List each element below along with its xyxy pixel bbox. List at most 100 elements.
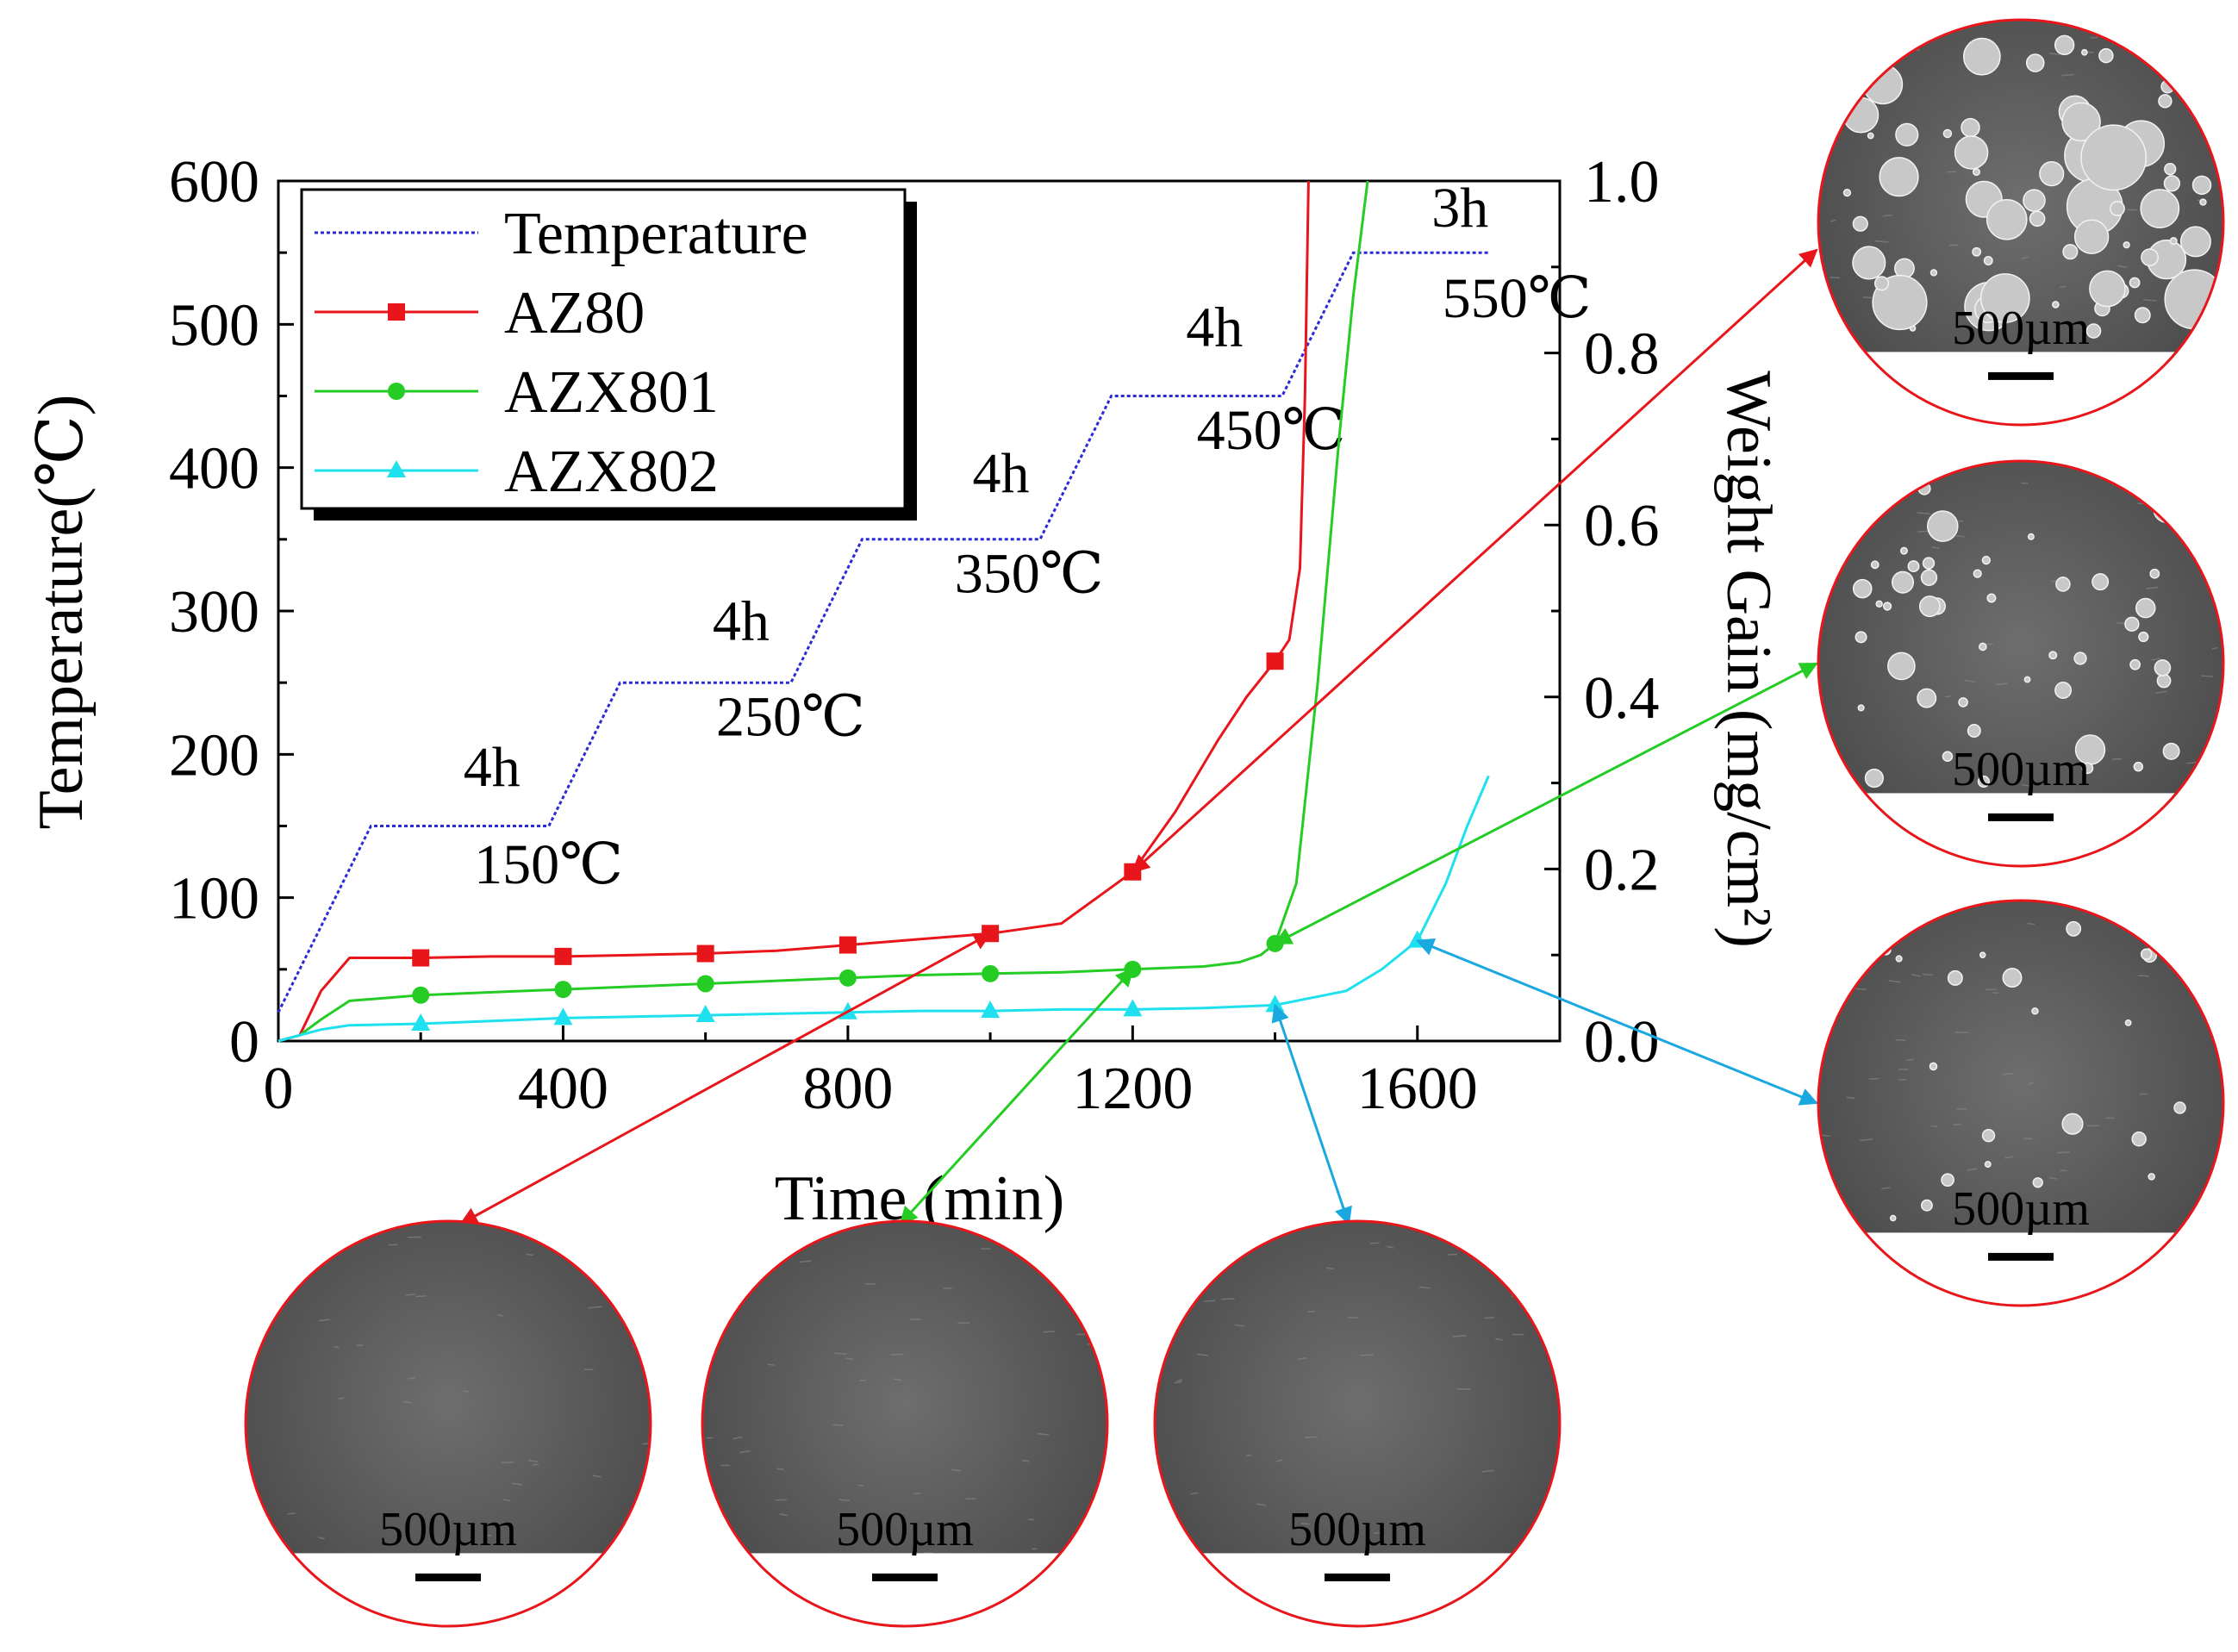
micrograph-scratch xyxy=(1495,1337,1503,1341)
micrograph-particle xyxy=(1887,651,1916,681)
micrograph-particle xyxy=(1972,168,1980,177)
legend-marker-azx802 xyxy=(387,460,406,477)
annotation-label: 450℃ xyxy=(1197,399,1346,462)
micrograph-particle xyxy=(1929,1062,1938,1071)
micrograph-scale-bar xyxy=(415,1573,481,1581)
legend: Temperature AZ80 AZX801 AZX802 xyxy=(300,188,917,521)
micrograph-scratch xyxy=(1176,1379,1183,1382)
micrograph-particle xyxy=(1981,555,1991,565)
micrograph-scratch xyxy=(1325,1267,1335,1270)
micrograph-particle xyxy=(2164,163,2177,176)
micrograph-scratch xyxy=(2210,790,2219,794)
micrograph-particle xyxy=(1862,64,1904,105)
micrograph-scratch xyxy=(318,1318,331,1322)
micrograph-particle xyxy=(2135,597,2156,619)
micrograph-particle xyxy=(2133,761,2144,772)
micrograph-scratch xyxy=(2048,53,2060,55)
micrograph-particle xyxy=(1917,688,1937,708)
micrograph-scratch xyxy=(1931,546,1940,550)
micrograph-scale-label: 500µm xyxy=(1952,1182,2090,1236)
micrograph-scratch xyxy=(1527,1283,1541,1287)
callout-arrow-azx802-after xyxy=(1415,938,1818,1106)
micrograph-scratch xyxy=(779,1513,789,1517)
micrograph-scratch xyxy=(1868,1077,1880,1080)
micrograph-particle xyxy=(2085,323,2102,339)
micrograph-scratch xyxy=(2022,784,2030,787)
micrograph-particle xyxy=(1907,560,1920,573)
micrograph-scratch xyxy=(402,1400,412,1404)
micrograph-particle xyxy=(2092,573,2110,591)
micrograph-particle xyxy=(2163,175,2180,192)
micrograph-particle xyxy=(2025,53,2045,72)
micrograph-particle xyxy=(1961,117,1980,138)
micrograph-scratch xyxy=(1882,214,1893,217)
micrograph-particle xyxy=(2156,673,2172,689)
left-y-axis-title: Temperature(℃) xyxy=(26,395,97,830)
micrograph-particle xyxy=(1855,631,1867,644)
micrograph-scratch xyxy=(1297,1356,1307,1361)
micrograph-particle xyxy=(2159,477,2186,504)
micrograph-image xyxy=(1155,1221,1560,1626)
micrograph-scratch xyxy=(2021,256,2029,259)
micrograph-particle xyxy=(1882,602,1892,611)
micrograph-scratch xyxy=(2056,1150,2070,1154)
micrograph-border xyxy=(244,1219,652,1628)
micrograph-particle xyxy=(2140,189,2180,228)
series-marker-az80 xyxy=(412,949,430,967)
micrograph-particle xyxy=(2153,495,2181,524)
micrograph-particle xyxy=(2080,124,2148,191)
left-y-tick-label: 600 xyxy=(169,149,259,215)
micrograph-particle xyxy=(1977,775,1990,789)
micrograph-scratch xyxy=(318,1537,325,1540)
micrograph-azx801-after: 500µm xyxy=(1817,459,2225,868)
series-marker-azx802 xyxy=(411,1013,431,1032)
micrograph-particle xyxy=(2164,39,2188,63)
micrograph-scratch xyxy=(1965,679,1976,683)
micrograph-particle xyxy=(1895,955,1903,963)
left-y-axis: 0 100 200 300 400 500 600 xyxy=(169,149,294,1075)
micrograph-scale-bar xyxy=(1325,1573,1390,1581)
micrograph-scratch xyxy=(1955,534,1965,538)
series-marker-azx802 xyxy=(553,1007,573,1025)
micrograph-scratch xyxy=(572,1592,586,1595)
series-marker-az80 xyxy=(1266,652,1284,670)
micrograph-scratch xyxy=(1021,1459,1030,1462)
micrograph-particle xyxy=(2129,658,2141,670)
micrograph-particle xyxy=(1979,273,2030,323)
micrograph-scratch xyxy=(1917,530,1928,533)
micrograph-scratch xyxy=(1945,695,1953,698)
left-y-tick-label: 500 xyxy=(169,292,259,358)
micrograph-particle xyxy=(1967,724,1981,739)
micrograph-particle xyxy=(2027,533,2035,540)
annotation-label: 3h xyxy=(1431,177,1488,240)
micrograph-border xyxy=(1817,18,2225,427)
micrograph-particle xyxy=(1864,768,1884,789)
micrograph-scratch xyxy=(2219,998,2223,1001)
micrograph-particle xyxy=(1922,557,1936,570)
micrograph-scratch xyxy=(1549,1235,1560,1238)
series-marker-az80 xyxy=(554,947,572,965)
micrograph-scratch xyxy=(1452,1335,1467,1337)
x-tick-label: 400 xyxy=(518,1056,608,1122)
micrograph-scale-label: 500µm xyxy=(836,1503,974,1556)
micrograph-particle xyxy=(2134,307,2151,324)
micrograph-scratch xyxy=(1949,244,1959,246)
micrograph-scratch xyxy=(838,1513,851,1517)
micrograph-scratch xyxy=(893,1378,902,1381)
annotation-label: 350℃ xyxy=(955,542,1104,605)
micrograph-scratch xyxy=(1457,1387,1471,1391)
micrograph-scratch xyxy=(1387,1245,1394,1249)
micrograph-scratch xyxy=(287,1512,296,1515)
right-y-tick-label: 0.2 xyxy=(1584,837,1660,903)
legend-label-azx802: AZX802 xyxy=(504,439,719,505)
micrograph-particle xyxy=(2173,1101,2186,1114)
micrograph-scratch xyxy=(1855,988,1867,990)
micrograph-scratch xyxy=(338,1397,345,1400)
micrograph-image xyxy=(1818,461,2223,866)
micrograph-particle xyxy=(1979,951,1986,958)
x-tick-label: 1200 xyxy=(1072,1056,1193,1122)
micrograph-particle xyxy=(2178,522,2194,539)
micrograph-particle xyxy=(2031,1007,2039,1015)
micrograph-scratch xyxy=(1360,1354,1374,1356)
x-tick-label: 0 xyxy=(264,1056,294,1122)
